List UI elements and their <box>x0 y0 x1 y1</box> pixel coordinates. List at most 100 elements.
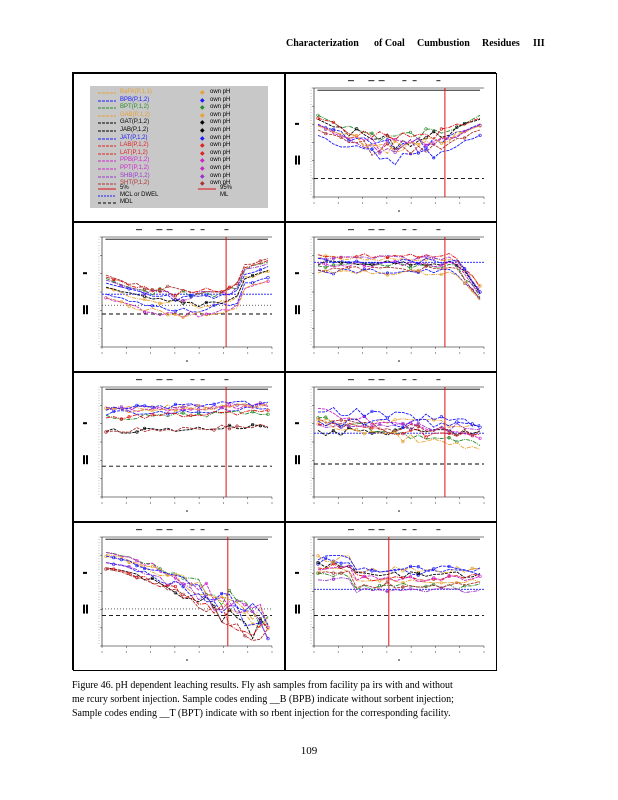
series-marker <box>385 134 389 138</box>
series-marker <box>447 431 451 436</box>
series-marker <box>401 421 405 426</box>
plot-panel <box>285 73 497 222</box>
y-minor-tick <box>98 299 100 301</box>
series-marker <box>362 431 366 436</box>
series-marker <box>447 424 451 429</box>
series-line <box>105 400 269 411</box>
series-line <box>317 253 481 288</box>
series-marker <box>401 431 405 436</box>
y-minor-tick <box>98 585 100 587</box>
plot-title-glyph <box>190 529 195 531</box>
y-minor-tick <box>98 327 100 329</box>
series-marker <box>401 585 405 589</box>
plot-title-glyph <box>412 229 417 231</box>
y-minor-tick <box>310 291 312 293</box>
plot-panel <box>285 222 497 372</box>
y-minor-tick <box>310 555 312 557</box>
y-minor-tick <box>310 272 312 274</box>
x-tick-label <box>150 651 152 653</box>
legend-panel: BaFA(P,1,1) ◆ own pH BPB(P,1,2) ◆ own pH BPT(P… <box>73 73 285 222</box>
legend-marker-icon: ◆ <box>200 90 205 96</box>
y-minor-tick <box>310 452 312 454</box>
series-marker <box>135 403 139 408</box>
x-tick-label <box>386 352 388 354</box>
series-line <box>317 570 481 589</box>
series-marker <box>119 417 124 421</box>
series-marker <box>158 289 162 293</box>
series-marker <box>204 581 208 585</box>
y-minor-tick <box>98 236 100 238</box>
x-tick-label <box>337 651 339 653</box>
y-minor-tick <box>310 321 312 323</box>
y-minor-tick <box>310 474 312 476</box>
y-minor-tick <box>98 618 100 620</box>
x-tick-label <box>337 352 339 354</box>
legend-marker-icon: ◆ <box>200 143 205 150</box>
x-tick-label <box>313 502 315 504</box>
series-marker <box>432 142 436 146</box>
header-part: III <box>533 38 545 49</box>
y-minor-tick <box>98 610 100 611</box>
y-minor-tick <box>310 427 312 429</box>
y-minor-tick <box>310 131 312 132</box>
y-minor-tick <box>310 185 312 187</box>
series-marker <box>150 408 154 413</box>
series-marker <box>347 425 351 430</box>
y-minor-tick <box>310 613 312 614</box>
series-marker <box>324 415 328 419</box>
series-marker <box>331 429 336 433</box>
y-minor-tick <box>98 341 100 342</box>
x-tick-label <box>362 352 364 354</box>
y-minor-tick <box>310 405 312 407</box>
y-minor-tick <box>310 239 312 241</box>
plot-title-glyph <box>190 229 195 231</box>
series-marker <box>416 424 420 428</box>
plot-title-glyph <box>136 229 142 231</box>
series-line <box>317 261 481 295</box>
series-marker <box>447 436 451 440</box>
series-line <box>105 552 269 628</box>
plot-title-glyph <box>348 379 354 381</box>
y-minor-tick <box>310 155 312 157</box>
x-tick-label <box>362 502 364 504</box>
y-minor-tick <box>98 491 100 492</box>
y-minor-tick <box>98 626 100 628</box>
series-marker <box>331 256 336 261</box>
series-marker <box>212 428 216 432</box>
y-minor-tick <box>310 488 312 490</box>
series-marker <box>339 135 343 139</box>
series-marker <box>196 411 201 416</box>
series-marker <box>470 422 474 426</box>
series-line <box>105 406 269 416</box>
y-minor-tick <box>310 642 312 644</box>
series-marker <box>385 416 389 420</box>
y-minor-tick <box>98 297 100 298</box>
series-marker <box>266 626 270 631</box>
legend-entry-label: LAT(P,1,2) <box>120 149 148 156</box>
y-minor-tick <box>98 302 100 304</box>
series-line <box>105 551 269 626</box>
series-marker <box>158 301 162 305</box>
y-axis-label-glyph <box>295 455 297 465</box>
series-marker <box>463 267 467 271</box>
series-line <box>317 134 481 166</box>
x-tick-label <box>125 502 127 504</box>
y-minor-tick <box>310 430 312 432</box>
series-marker <box>478 574 482 578</box>
y-minor-tick <box>98 392 100 393</box>
y-minor-tick <box>98 642 100 644</box>
y-minor-tick <box>310 104 312 105</box>
header-part: Characterization <box>286 38 359 49</box>
plot-title-glyph <box>368 80 375 82</box>
plot-title-glyph <box>156 229 163 231</box>
y-minor-tick <box>98 330 100 331</box>
x-tick-label <box>362 202 364 204</box>
legend-own-ph-label: own pH <box>210 104 231 111</box>
y-minor-tick <box>98 447 100 448</box>
y-minor-tick <box>98 621 100 622</box>
legend-entry-label: BPB(P,1,2) <box>120 96 150 103</box>
y-minor-tick <box>310 629 312 630</box>
series-marker <box>119 300 124 304</box>
x-tick-label <box>101 352 103 354</box>
y-minor-tick <box>310 539 312 541</box>
